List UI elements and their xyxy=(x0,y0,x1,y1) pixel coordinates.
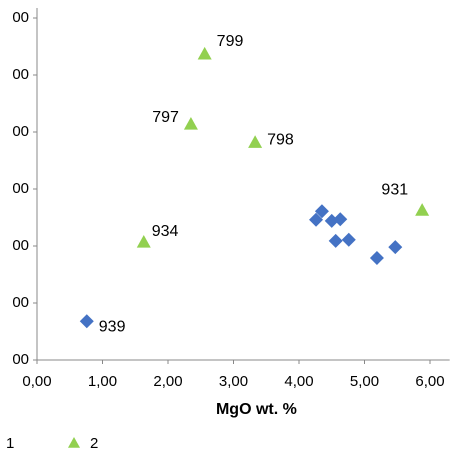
y-tick-label: 00 xyxy=(12,237,29,254)
x-axis-label: MgO wt. % xyxy=(216,401,297,418)
point xyxy=(415,203,430,216)
x-tick-label: 5,00 xyxy=(350,373,379,390)
point xyxy=(341,232,356,247)
point-label: 939 xyxy=(99,318,126,335)
point xyxy=(309,212,324,227)
point xyxy=(388,240,403,255)
point-label: 797 xyxy=(152,109,179,126)
y-tick-label: 00 xyxy=(12,9,29,26)
point-label: 799 xyxy=(217,33,244,50)
point-label: 798 xyxy=(267,131,294,148)
y-tick-label: 00 xyxy=(12,66,29,83)
point xyxy=(369,250,384,265)
point xyxy=(79,314,94,329)
x-tick-label: 0,00 xyxy=(22,373,51,390)
x-tick-label: 2,00 xyxy=(153,373,182,390)
y-tick-label: 00 xyxy=(12,123,29,140)
x-tick-label: 1,00 xyxy=(88,373,117,390)
y-tick-label: 00 xyxy=(12,351,29,368)
point xyxy=(136,235,151,248)
point xyxy=(314,204,329,219)
point xyxy=(333,212,348,227)
legend-label: 1 xyxy=(6,435,14,452)
y-tick-label: 00 xyxy=(12,294,29,311)
legend-marker xyxy=(68,437,80,448)
point xyxy=(328,233,343,248)
x-tick-label: 6,00 xyxy=(415,373,444,390)
x-tick-label: 3,00 xyxy=(219,373,248,390)
point-label: 931 xyxy=(381,181,408,198)
legend-label: 2 xyxy=(90,435,98,452)
point-label: 934 xyxy=(152,223,179,240)
point xyxy=(183,117,198,130)
point xyxy=(248,135,263,148)
point xyxy=(197,46,212,60)
y-tick-label: 00 xyxy=(12,180,29,197)
x-tick-label: 4,00 xyxy=(284,373,313,390)
